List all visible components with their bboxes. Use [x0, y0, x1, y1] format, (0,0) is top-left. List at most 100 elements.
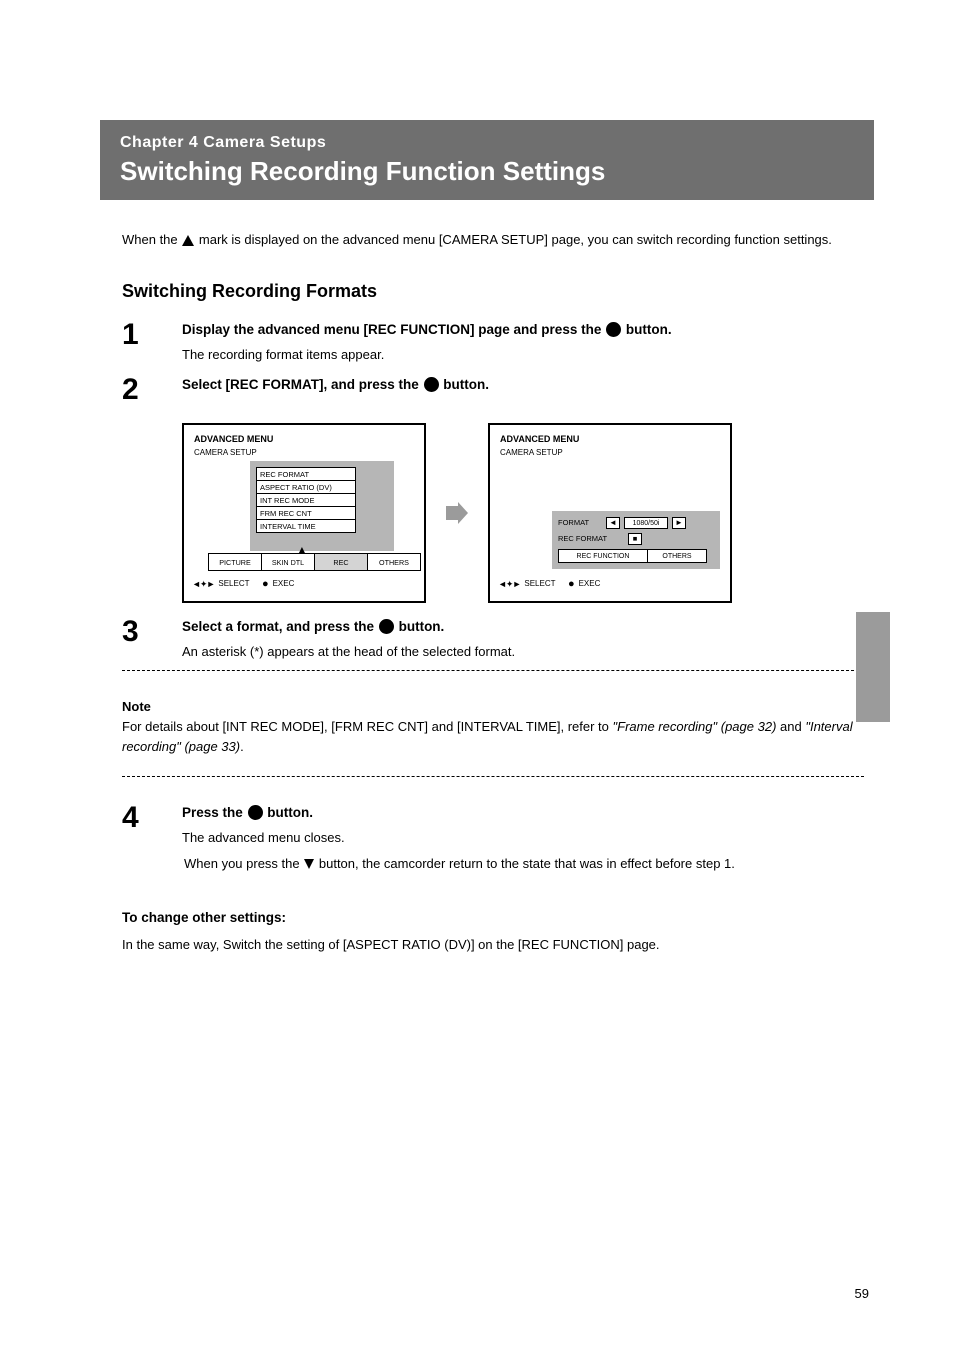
step-text: The advanced menu closes. — [182, 828, 864, 848]
divider-dashed — [122, 776, 864, 777]
tip-post: button, the camcorder return to the stat… — [319, 856, 735, 871]
step-number: 3 — [122, 617, 158, 662]
tab-active: REC — [314, 553, 368, 571]
step-title-pre: Select [REC FORMAT], and press the — [182, 377, 423, 392]
step-title: Press the button. — [182, 803, 864, 824]
step-number: 2 — [122, 375, 158, 405]
note-interval-rec-page: (page 33) — [184, 739, 240, 754]
right-tri-icon: ► — [672, 517, 686, 529]
note-label: Note — [122, 699, 151, 714]
note-body-suffix: . — [240, 739, 244, 754]
list-item: INT REC MODE — [256, 493, 356, 507]
step-title-pre: Press the — [182, 805, 247, 820]
arrow-right-icon — [444, 500, 470, 526]
screen1-list: REC FORMAT ASPECT RATIO (DV) INT REC MOD… — [256, 467, 356, 532]
lead-suffix: mark is displayed on the advanced menu [… — [199, 232, 832, 247]
exec-dot-icon — [424, 377, 439, 392]
screen1-footer: ◄✦► SELECT ● EXEC — [192, 576, 294, 593]
lead-paragraph: When the mark is displayed on the advanc… — [122, 230, 864, 250]
list-item: REC FORMAT — [256, 467, 356, 481]
screen2-footer: ◄✦► SELECT ● EXEC — [498, 576, 600, 593]
screen2-panel: FORMAT ◄ 1080/50i ► REC FORMAT ■ REC FUN… — [552, 511, 720, 569]
list-item: ASPECT RATIO (DV) — [256, 480, 356, 494]
screen1-title: ADVANCED MENU — [194, 433, 273, 447]
exec-dot-icon: ● — [568, 576, 575, 593]
chapter-kicker: Chapter 4 Camera Setups — [120, 134, 854, 152]
step-tip: When you press the button, the camcorder… — [184, 854, 864, 874]
screen1-panel: REC FORMAT ASPECT RATIO (DV) INT REC MOD… — [250, 461, 394, 551]
nav-arrows-icon: ◄✦► — [192, 578, 214, 592]
section-heading: Switching Recording Formats — [122, 278, 864, 306]
screen1-tabs: PICTURE SKIN DTL REC OTHERS — [208, 553, 420, 571]
step-body: Select [REC FORMAT], and press the butto… — [182, 375, 864, 405]
step-title-pre: Select a format, and press the — [182, 619, 378, 634]
chapter-heading-bar: Chapter 4 Camera Setups Switching Record… — [100, 120, 874, 200]
row2-label: REC FORMAT — [558, 533, 624, 545]
step-title: Select [REC FORMAT], and press the butto… — [182, 375, 864, 396]
exec-dot-icon — [248, 805, 263, 820]
note-frame-rec-page: (page 32) — [721, 719, 777, 734]
left-tri-icon: ◄ — [606, 517, 620, 529]
step-title-post: button. — [622, 322, 671, 337]
tab: OTHERS — [367, 553, 421, 571]
footer-select: SELECT — [218, 578, 249, 590]
nav-arrows-icon: ◄✦► — [498, 578, 520, 592]
side-tab — [856, 612, 890, 722]
step-number: 1 — [122, 320, 158, 365]
screens-row: ADVANCED MENU CAMERA SETUP REC FORMAT AS… — [182, 423, 864, 603]
step-1: 1 Display the advanced menu [REC FUNCTIO… — [122, 320, 864, 365]
step-body: Select a format, and press the button. A… — [182, 617, 864, 662]
step-title: Display the advanced menu [REC FUNCTION]… — [182, 320, 864, 341]
tab: PICTURE — [208, 553, 262, 571]
note-body-mid: and — [780, 719, 805, 734]
step-text: The recording format items appear. — [182, 345, 864, 365]
tab: SKIN DTL — [261, 553, 315, 571]
list-item: FRM REC CNT — [256, 506, 356, 520]
footer-exec: EXEC — [579, 578, 601, 590]
exec-dot-icon — [379, 619, 394, 634]
step-2: 2 Select [REC FORMAT], and press the but… — [122, 375, 864, 405]
fn1: REC FUNCTION — [558, 549, 648, 563]
step-title-post: button. — [264, 805, 313, 820]
chapter-title: Switching Recording Function Settings — [120, 156, 854, 187]
note-body-prefix: For details about [INT REC MODE], [FRM R… — [122, 719, 613, 734]
step-title-pre: Display the advanced menu [REC FUNCTION]… — [182, 322, 605, 337]
body-column: When the mark is displayed on the advanc… — [100, 230, 874, 955]
screen1-subtitle: CAMERA SETUP — [194, 447, 257, 459]
screen2-row1: FORMAT ◄ 1080/50i ► — [558, 517, 686, 529]
row1-label: FORMAT — [558, 517, 602, 529]
to-change-text: In the same way, Switch the setting of [… — [122, 935, 864, 955]
row2-box: ■ — [628, 533, 642, 545]
triangle-down-icon — [304, 859, 314, 869]
step-title-post: button. — [440, 377, 489, 392]
fn2: OTHERS — [647, 549, 707, 563]
page-number: 59 — [855, 1286, 869, 1301]
step-title: Select a format, and press the button. — [182, 617, 864, 638]
note-block: Note For details about [INT REC MODE], [… — [122, 697, 864, 757]
step-3: 3 Select a format, and press the button.… — [122, 617, 864, 662]
screen2-subtitle: CAMERA SETUP — [500, 447, 563, 459]
step-4: 4 Press the button. The advanced menu cl… — [122, 803, 864, 874]
step-body: Display the advanced menu [REC FUNCTION]… — [182, 320, 864, 365]
to-change-label: To change other settings: — [122, 908, 864, 929]
triangle-up-icon — [182, 235, 194, 246]
screen2-row2: REC FORMAT ■ — [558, 533, 642, 545]
step-body: Press the button. The advanced menu clos… — [182, 803, 864, 874]
row1-value: 1080/50i — [624, 517, 668, 529]
tip-pre: When you press the — [184, 856, 300, 871]
step-number: 4 — [122, 803, 158, 874]
exec-dot-icon — [606, 322, 621, 337]
divider-dashed — [122, 670, 864, 671]
step-title-post: button. — [395, 619, 444, 634]
note-frame-rec: "Frame recording" — [613, 719, 718, 734]
screen-right: ADVANCED MENU CAMERA SETUP FORMAT ◄ 1080… — [488, 423, 732, 603]
lead-prefix: When the — [122, 232, 178, 247]
step-text: An asterisk (*) appears at the head of t… — [182, 642, 864, 662]
screen2-row3: REC FUNCTION OTHERS — [558, 549, 706, 563]
exec-dot-icon: ● — [262, 576, 269, 593]
footer-select: SELECT — [524, 578, 555, 590]
screen-left: ADVANCED MENU CAMERA SETUP REC FORMAT AS… — [182, 423, 426, 603]
list-item: INTERVAL TIME — [256, 519, 356, 533]
screen2-title: ADVANCED MENU — [500, 433, 579, 447]
footer-exec: EXEC — [273, 578, 295, 590]
